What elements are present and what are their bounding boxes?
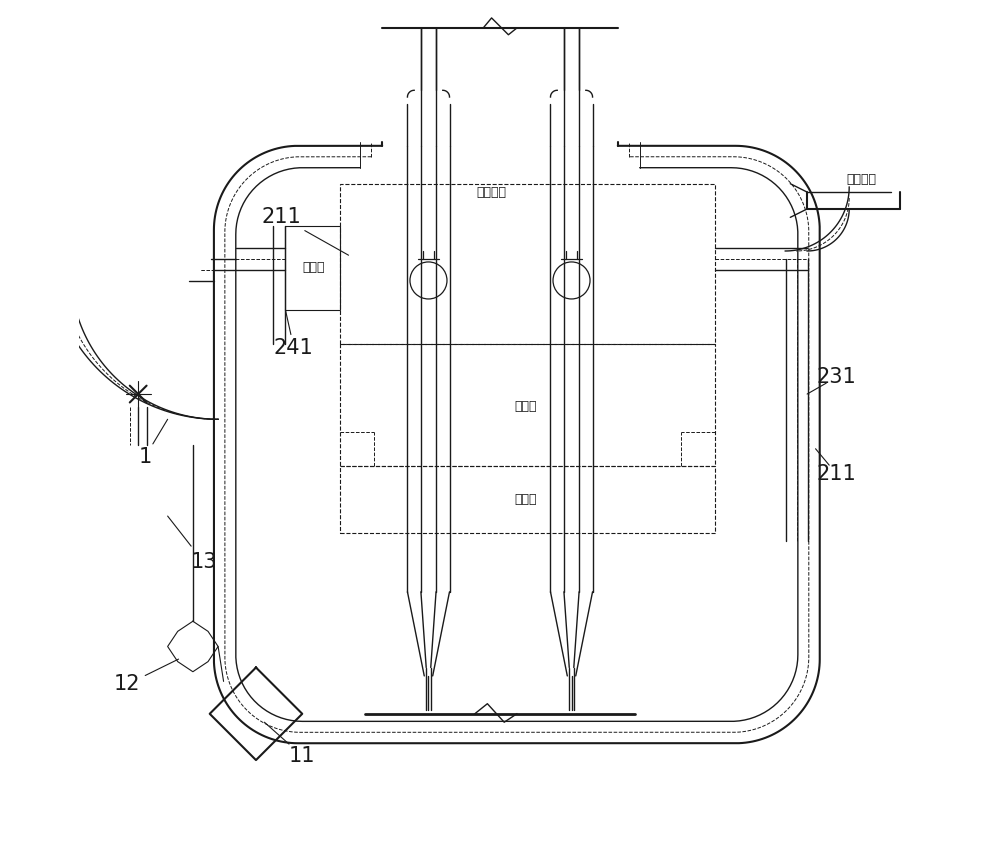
Text: 副厂房: 副厂房 [302, 262, 324, 274]
Text: 13: 13 [191, 552, 217, 573]
Bar [285, 226, 340, 310]
Text: 尾闸洞: 尾闸洞 [514, 493, 536, 506]
Text: 1: 1 [138, 447, 152, 468]
Text: 主厂房洞: 主厂房洞 [477, 185, 507, 198]
Bar [340, 184, 715, 344]
Bar [340, 344, 715, 466]
Text: 231: 231 [817, 368, 856, 387]
Text: 241: 241 [274, 338, 314, 357]
Text: 211: 211 [261, 208, 301, 227]
Bar [340, 466, 715, 533]
Text: 11: 11 [289, 746, 316, 766]
Text: 211: 211 [817, 464, 856, 484]
Text: 12: 12 [114, 674, 140, 695]
Text: 施工支洞: 施工支洞 [847, 173, 877, 186]
Text: 主变洞: 主变洞 [514, 400, 536, 413]
